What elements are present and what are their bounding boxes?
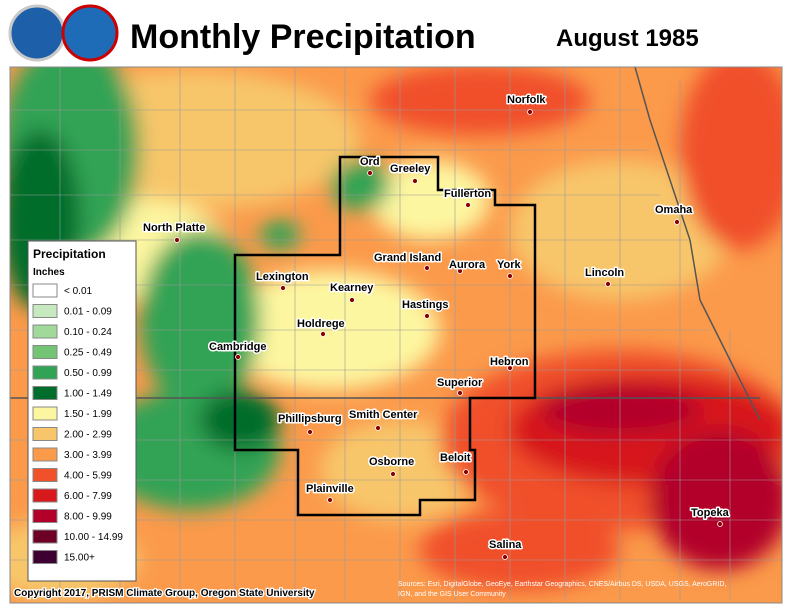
- legend-swatch: [32, 345, 58, 359]
- city-label: Beloit: [440, 452, 471, 464]
- city-label: Plainville: [306, 483, 354, 495]
- legend-label: < 0.01: [64, 286, 93, 297]
- city-dot: [502, 554, 508, 560]
- city-label: North Platte: [143, 222, 205, 234]
- city-label: Grand Island: [374, 252, 441, 264]
- city-label: Fullerton: [444, 188, 491, 200]
- city-dot: [174, 237, 180, 243]
- legend-swatch: [32, 509, 58, 523]
- map-frame: [9, 66, 783, 604]
- city-dot: [465, 202, 471, 208]
- legend-swatch: [32, 529, 58, 544]
- city-label: Topeka: [691, 507, 730, 519]
- title: Monthly Precipitation: [130, 18, 476, 56]
- legend-swatch: [32, 468, 58, 482]
- legend-swatch: [32, 324, 58, 339]
- legend-label: 15.00+: [64, 553, 95, 564]
- city-dot: [390, 471, 396, 477]
- city-dot: [375, 425, 381, 431]
- city-label: Hastings: [402, 299, 448, 311]
- city-label: Lincoln: [585, 267, 624, 279]
- legend-swatch: [32, 386, 58, 400]
- city-dot: [527, 109, 533, 115]
- source-line: IGN, and the GIS User Community: [398, 591, 506, 598]
- city-label: Salina: [489, 539, 522, 551]
- city-label: Hebron: [490, 356, 529, 368]
- city-dot: [307, 429, 313, 435]
- legend: Precipitation Inches < 0.01 0.01 - 0.09 0.…: [27, 240, 137, 582]
- city-label: Holdrege: [297, 318, 345, 330]
- legend-title: Precipitation: [33, 247, 106, 261]
- city-label: Lexington: [256, 271, 309, 283]
- cities: Norfolk Ord Greeley Fullerton North Platte Om…: [142, 93, 731, 560]
- city-label: Omaha: [655, 204, 693, 216]
- legend-label: 0.01 - 0.09: [64, 307, 112, 318]
- city-dot: [327, 497, 333, 503]
- noaa-logo: [8, 4, 66, 62]
- city-dot: [463, 469, 469, 475]
- legend-label: 1.50 - 1.99: [64, 409, 112, 420]
- city-dot: [717, 521, 723, 527]
- city-label: Norfolk: [507, 94, 546, 106]
- legend-swatch: [32, 304, 58, 318]
- city-dot: [320, 331, 326, 337]
- city-dot: [280, 285, 286, 291]
- legend-label: 8.00 - 9.99: [64, 512, 112, 523]
- city-dot: [424, 265, 430, 271]
- legend-swatch: [32, 365, 58, 380]
- city-label: Osborne: [369, 456, 414, 468]
- legend-swatch: [32, 283, 58, 298]
- city-dot: [349, 297, 355, 303]
- legend-label: 1.00 - 1.49: [64, 389, 112, 400]
- city-dot: [412, 178, 418, 184]
- source-line: Sources: Esri, DigitalGlobe, GeoEye, Ear…: [398, 581, 726, 588]
- legend-label: 2.00 - 2.99: [64, 430, 112, 441]
- city-dot: [507, 273, 513, 279]
- legend-label: 0.10 - 0.24: [64, 327, 112, 338]
- city-dot: [674, 219, 680, 225]
- nws-logo: [61, 4, 119, 62]
- city-dot: [457, 390, 463, 396]
- date: August 1985: [556, 25, 699, 52]
- city-dot: [605, 281, 611, 287]
- legend-swatch: [32, 427, 58, 441]
- city-dot: [507, 365, 513, 371]
- city-label: Cambridge: [209, 341, 266, 353]
- city-dot: [367, 170, 373, 176]
- city-label: Smith Center: [349, 409, 418, 421]
- city-label: Kearney: [330, 282, 374, 294]
- legend-swatch: [32, 488, 58, 503]
- legend-label: 0.25 - 0.49: [64, 348, 112, 359]
- legend-swatch: [32, 447, 58, 462]
- city-label: Ord: [360, 156, 380, 168]
- city-label: Greeley: [390, 163, 431, 175]
- city-label: Aurora: [449, 259, 486, 271]
- legend-label: 4.00 - 5.99: [64, 471, 112, 482]
- legend-label: 0.50 - 0.99: [64, 368, 112, 379]
- legend-swatch: [32, 550, 58, 564]
- legend-swatch: [32, 406, 58, 421]
- legend-units: Inches: [33, 267, 65, 278]
- legend-label: 6.00 - 7.99: [64, 491, 112, 502]
- legend-label: 3.00 - 3.99: [64, 450, 112, 461]
- city-label: Superior: [437, 377, 483, 389]
- copyright: Copyright 2017, PRISM Climate Group, Ore…: [14, 588, 315, 599]
- legend-label: 10.00 - 14.99: [64, 532, 123, 543]
- city-dot: [424, 313, 430, 319]
- service-area-boundary: [233, 155, 537, 517]
- city-label: Phillipsburg: [278, 413, 342, 425]
- city-dot: [457, 268, 463, 274]
- city-label: York: [497, 259, 522, 271]
- city-dot: [235, 354, 241, 360]
